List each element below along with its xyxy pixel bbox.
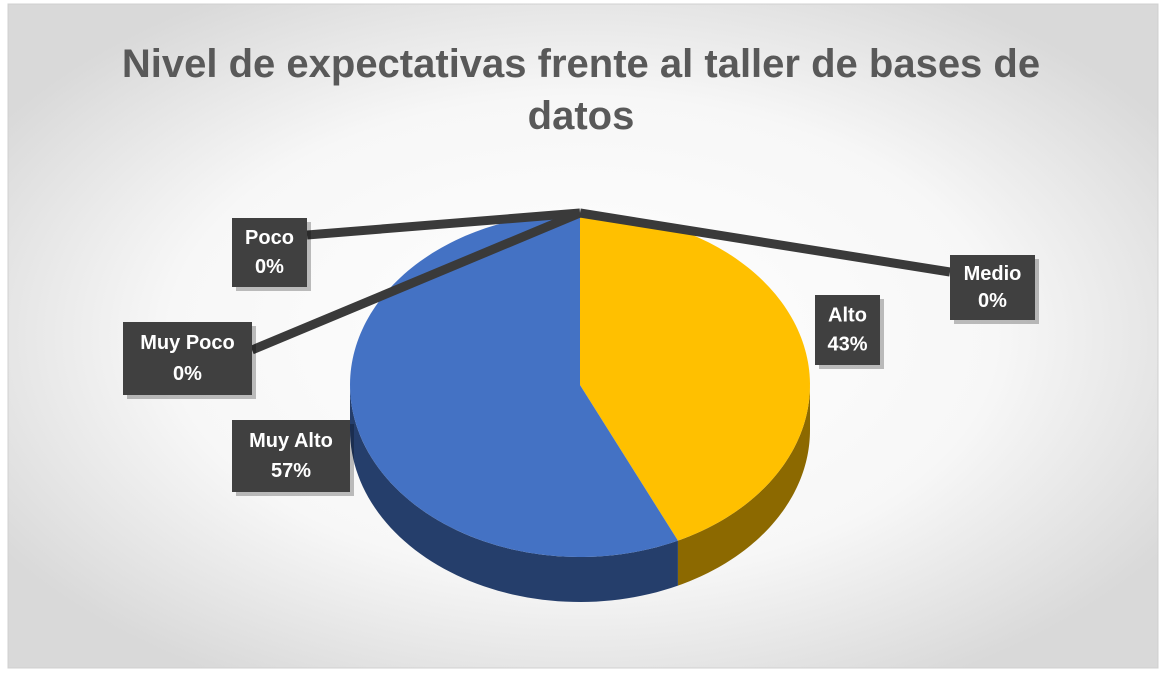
label-box bbox=[123, 322, 252, 395]
category-label: Muy Alto bbox=[249, 430, 333, 452]
chart-title: Nivel de expectativas frente al taller d… bbox=[121, 42, 1041, 138]
category-label: Poco bbox=[245, 227, 294, 249]
value-label: 0% bbox=[255, 256, 284, 278]
label-box bbox=[815, 295, 880, 365]
label-box bbox=[232, 420, 350, 492]
pie-slice bbox=[580, 213, 810, 541]
value-label: 43% bbox=[827, 334, 867, 356]
pie-side bbox=[350, 385, 678, 602]
title-box: Nivel de expectativas frente al taller d… bbox=[121, 42, 1041, 138]
category-label: Muy Poco bbox=[140, 332, 234, 354]
label-box bbox=[950, 255, 1035, 320]
pie-side bbox=[677, 385, 810, 586]
value-label: 57% bbox=[271, 460, 311, 482]
leader-line bbox=[250, 208, 582, 355]
label-box bbox=[232, 218, 307, 287]
value-label: 0% bbox=[978, 290, 1007, 312]
leader-line bbox=[306, 208, 581, 240]
category-label: Alto bbox=[828, 304, 867, 326]
category-label: Medio bbox=[964, 263, 1022, 285]
leader-line bbox=[579, 208, 951, 277]
value-label: 0% bbox=[173, 363, 202, 385]
pie-slice bbox=[350, 213, 678, 557]
